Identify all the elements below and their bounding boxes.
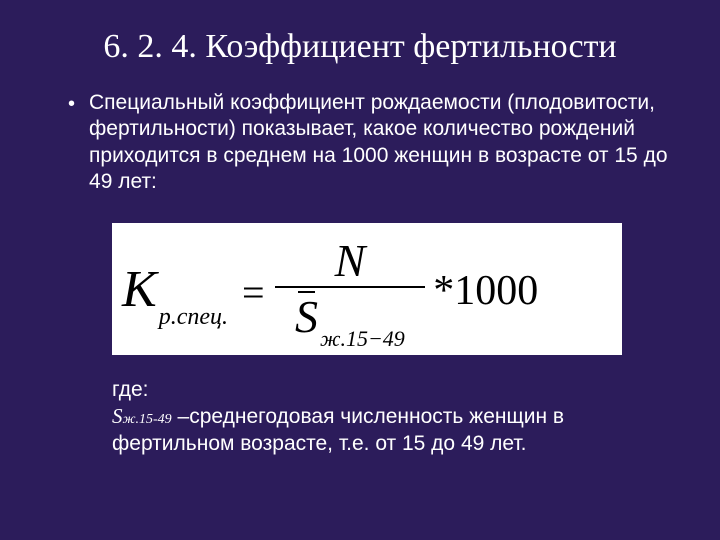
- formula-box: K р.спец. = N S ж.15−49 *1000: [112, 223, 622, 355]
- formula-tail: *1000: [433, 267, 538, 315]
- formula-equals: =: [242, 269, 265, 316]
- formula-den-bar: S: [295, 294, 318, 340]
- legend-symbol: S: [112, 404, 123, 428]
- legend-line: Sж.15-49 –среднегодовая численность женщ…: [112, 403, 640, 457]
- bullet-item: • Специальный коэффициент рождаемости (п…: [68, 90, 670, 195]
- legend-where: где:: [112, 377, 640, 403]
- formula-fraction: N S ж.15−49: [275, 238, 426, 340]
- formula-den-sub: ж.15−49: [320, 328, 405, 350]
- bullet-marker: •: [68, 90, 75, 118]
- bullet-text: Специальный коэффициент рождаемости (пло…: [89, 90, 670, 195]
- formula-den-var: S: [295, 291, 318, 342]
- formula-lhs: K р.спец.: [122, 260, 228, 319]
- formula-numerator: N: [275, 238, 426, 288]
- formula-lhs-var: K: [122, 260, 157, 319]
- formula-lhs-sub: р.спец.: [159, 304, 228, 331]
- formula-denominator: S ж.15−49: [295, 288, 405, 340]
- slide-title: 6. 2. 4. Коэффициент фертильности: [40, 28, 680, 66]
- legend: где: Sж.15-49 –среднегодовая численность…: [112, 377, 640, 457]
- legend-dash: –: [172, 405, 190, 428]
- formula: K р.спец. = N S ж.15−49 *1000: [112, 238, 538, 340]
- legend-subscript: ж.15-49: [123, 412, 172, 427]
- slide: 6. 2. 4. Коэффициент фертильности • Спец…: [0, 0, 720, 540]
